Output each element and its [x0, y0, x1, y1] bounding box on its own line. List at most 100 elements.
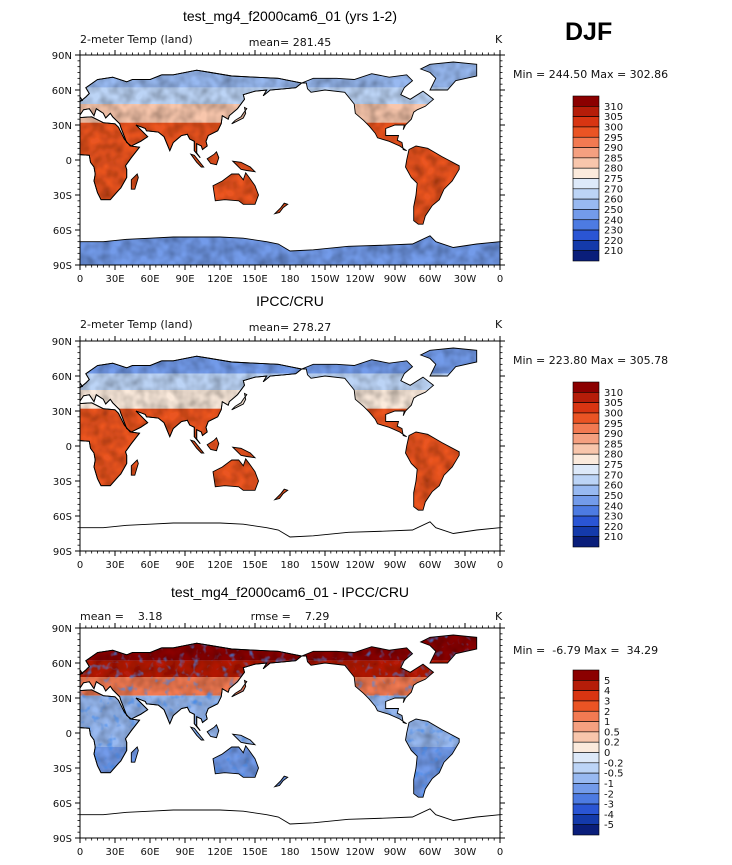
colorbar-label: 2	[604, 707, 610, 718]
colorbar-label: 300	[604, 122, 623, 133]
y-tick-label: 30N	[52, 121, 72, 132]
colorbar-label: 250	[604, 205, 623, 216]
land-nz	[273, 775, 289, 788]
temperature-band	[80, 390, 477, 409]
colorbar-label: 3	[604, 696, 610, 707]
colorbar-label: 275	[604, 460, 623, 471]
colorbar-swatch	[572, 392, 600, 403]
panel-title: test_mg4_f2000cam6_01 - IPCC/CRU	[171, 584, 409, 600]
map-area: 0 30E 60E 90E 120E 150E 180 150W 120W 90W 60W 30W 09…	[52, 623, 505, 858]
colorbar-swatch	[572, 250, 600, 262]
x-tick-label: 120W	[346, 847, 375, 858]
colorbar-label: 305	[604, 398, 623, 409]
colorbar-swatch	[572, 700, 600, 712]
colorbar-label: 0.2	[604, 738, 620, 749]
colorbar-swatch	[572, 536, 600, 548]
colorbar-label: 5	[604, 676, 610, 687]
x-tick-label: 90E	[175, 560, 194, 571]
colorbar-label: 240	[604, 215, 623, 226]
land-borneo	[206, 436, 220, 452]
y-tick-label: 90S	[53, 834, 72, 845]
x-tick-label: 30W	[454, 274, 477, 285]
colorbar-swatch	[572, 209, 600, 221]
colorbar-swatch	[572, 453, 600, 465]
y-tick-label: 30S	[53, 764, 72, 775]
colorbar-label: 310	[604, 388, 623, 399]
y-tick-label: 30N	[52, 407, 72, 418]
x-tick-label: 60E	[140, 560, 159, 571]
land-japan	[231, 679, 248, 698]
temperature-band	[80, 62, 500, 88]
temperature-band	[80, 408, 477, 460]
colorbar-label: 290	[604, 429, 623, 440]
x-tick-label: 30W	[454, 847, 477, 858]
land-sumatra	[189, 439, 205, 454]
temperature-band	[80, 348, 477, 374]
colorbar-label: -4	[604, 810, 614, 821]
x-tick-label: 0	[497, 560, 503, 571]
colorbar-swatch	[572, 136, 600, 148]
season-label: DJF	[565, 18, 612, 46]
land-eurasia	[80, 355, 303, 444]
temperature-band	[80, 803, 500, 838]
colorbar-swatch	[572, 515, 600, 527]
colorbar-label: 280	[604, 450, 623, 461]
land-sumatra	[189, 153, 205, 168]
land-borneo	[206, 723, 220, 739]
land-antarctica	[80, 235, 500, 265]
colorbar-swatch	[572, 422, 600, 434]
colorbar-swatch	[572, 157, 600, 169]
x-tick-label: 60E	[140, 847, 159, 858]
land-samerica	[405, 718, 460, 798]
colorbar-swatch	[572, 412, 600, 424]
land-madagascar	[130, 459, 139, 476]
x-tick-label: 180	[280, 560, 299, 571]
x-tick-label: 120W	[346, 274, 375, 285]
colorbar-label: 270	[604, 184, 623, 195]
colorbar-swatch	[572, 178, 600, 190]
x-tick-label: 60E	[140, 274, 159, 285]
colorbar-swatch	[572, 95, 600, 107]
y-tick-label: 90N	[52, 337, 72, 348]
y-tick-label: 60S	[53, 226, 72, 237]
colorbar-label: 285	[604, 439, 623, 450]
land-africa	[80, 402, 141, 487]
y-tick-label: 60N	[52, 86, 72, 97]
x-tick-label: 60W	[419, 847, 442, 858]
colorbar-swatch	[572, 126, 600, 138]
colorbar-label: -2	[604, 789, 614, 800]
colorbar-swatch	[572, 116, 600, 128]
colorbar-swatch	[572, 680, 600, 691]
colorbar-swatch	[572, 505, 600, 517]
land-uk	[80, 95, 84, 102]
colorbar-swatch	[572, 741, 600, 753]
x-tick-label: 90E	[175, 274, 194, 285]
land-iceland	[52, 83, 64, 85]
panel-left-label: 2-meter Temp (land)	[80, 318, 193, 331]
x-tick-label: 120E	[207, 560, 232, 571]
colorbar-swatch	[572, 762, 600, 774]
colorbar-swatch	[572, 752, 600, 764]
x-tick-label: 90E	[175, 847, 194, 858]
y-tick-label: 60N	[52, 372, 72, 383]
colorbar-label: 305	[604, 112, 623, 123]
land-fill	[80, 62, 500, 265]
temperature-band	[80, 516, 500, 551]
colorbar-swatch	[572, 443, 600, 455]
land-japan	[231, 106, 248, 125]
land-australia	[212, 744, 259, 778]
panel-units-label: K	[495, 610, 503, 623]
colorbar-swatch	[572, 803, 600, 815]
y-tick-label: 0	[66, 156, 72, 167]
colorbar-label: -3	[604, 800, 614, 811]
x-tick-label: 180	[280, 274, 299, 285]
colorbar-swatch	[572, 783, 600, 795]
x-tick-label: 120E	[207, 274, 232, 285]
x-tick-label: 150W	[311, 560, 340, 571]
land-japan	[231, 392, 248, 411]
colorbar-swatch	[572, 240, 600, 251]
panel-units-label: K	[495, 33, 503, 46]
colorbar-swatch	[572, 824, 600, 836]
land-borneo	[206, 150, 220, 166]
